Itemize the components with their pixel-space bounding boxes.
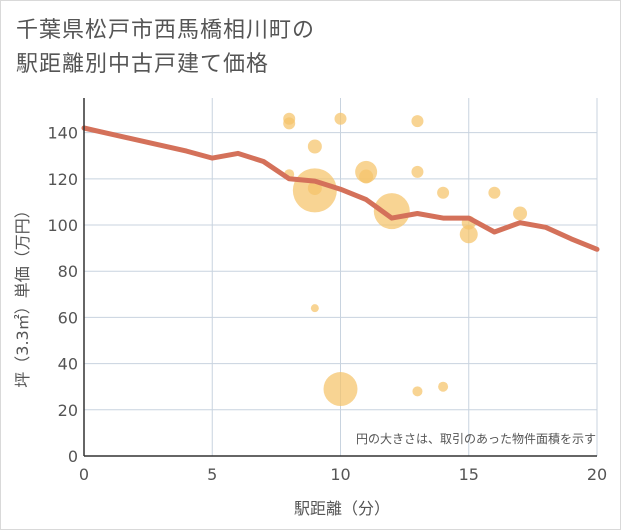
bubble-point [513, 206, 528, 221]
trend-line-layer [81, 125, 600, 252]
bubble-point [310, 304, 319, 313]
axes [83, 98, 597, 457]
x-tick-label: 20 [587, 465, 607, 484]
y-tick-label: 80 [58, 262, 78, 281]
x-tick-label: 15 [459, 465, 479, 484]
y-tick-label: 40 [58, 355, 78, 374]
x-tick-label: 5 [207, 465, 217, 484]
bubble-point [307, 139, 322, 154]
bubble-point [334, 112, 347, 125]
tick-labels: 0 20 40 60 80 100 120 140 0 5 10 15 20 [47, 124, 607, 484]
bubble-point [359, 169, 374, 184]
bubble-point [292, 168, 337, 213]
bubble-point [438, 381, 449, 392]
bubble-point [488, 186, 501, 199]
bubble-point [411, 165, 424, 178]
bubbles [283, 112, 528, 407]
bubble-point [373, 193, 410, 230]
bubble-point [437, 186, 450, 199]
y-tick-label: 140 [47, 124, 78, 143]
bubble-point [411, 115, 424, 128]
bubble-point [323, 372, 358, 407]
y-tick-label: 100 [47, 216, 78, 235]
x-axis-label: 駅距離（分） [294, 499, 390, 518]
bubble-point [283, 117, 296, 130]
size-annotation: 円の大きさは、取引のあった物件面積を示す [356, 431, 596, 446]
trend-line [81, 125, 600, 252]
y-tick-label: 0 [68, 447, 78, 466]
x-tick-label: 10 [330, 465, 350, 484]
y-tick-label: 20 [58, 401, 78, 420]
y-tick-label: 60 [58, 308, 78, 327]
y-tick-label: 120 [47, 170, 78, 189]
y-axis-label: 坪（3.3㎡）単価（万円） [13, 202, 32, 387]
bubble-point [459, 225, 478, 244]
x-tick-label: 0 [79, 465, 89, 484]
bubble-point [412, 386, 423, 397]
chart-title: 千葉県松戸市西馬橋相川町の 駅距離別中古戸建て価格 [16, 18, 316, 77]
